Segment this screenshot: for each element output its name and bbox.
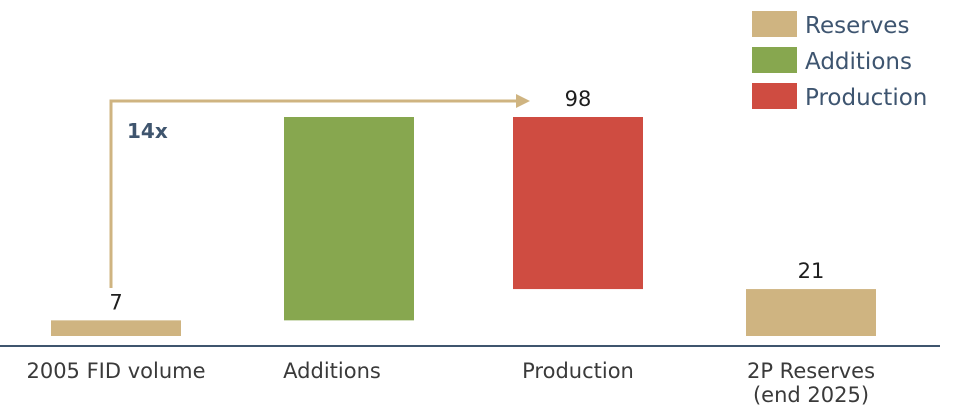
legend-label-production: Production	[805, 85, 927, 111]
data-label-2: 98	[565, 87, 592, 111]
data-label-0: 7	[109, 290, 122, 314]
x-tick-label-3: 2P Reserves (end 2025)	[747, 359, 875, 407]
legend-swatch-additions	[752, 47, 797, 73]
x-tick-label-0: 2005 FID volume	[26, 359, 205, 383]
bar-production-2	[513, 117, 643, 290]
bar-reserves-3	[746, 289, 876, 336]
legend-label-reserves: Reserves	[805, 13, 909, 39]
multiplier-label: 14x	[127, 119, 168, 143]
multiplier-arrowhead	[516, 94, 530, 108]
bar-additions-1	[284, 117, 414, 321]
multiplier-arrow-line	[109, 99, 518, 288]
x-tick-label-2: Production	[522, 359, 634, 383]
legend: Reserves Additions Production	[752, 11, 927, 111]
legend-swatch-reserves	[752, 11, 797, 37]
data-labels-group: 7 98 21	[109, 87, 824, 314]
x-tick-labels-group: 2005 FID volume Additions Production 2P Res…	[26, 359, 875, 407]
data-label-3: 21	[798, 259, 825, 283]
multiplier-arrow-group: 14x	[109, 94, 530, 288]
bar-reserves-0	[51, 320, 181, 336]
legend-swatch-production	[752, 83, 797, 109]
bars-group	[51, 117, 876, 336]
x-tick-label-1: Additions	[283, 359, 381, 383]
legend-label-additions: Additions	[805, 49, 912, 75]
